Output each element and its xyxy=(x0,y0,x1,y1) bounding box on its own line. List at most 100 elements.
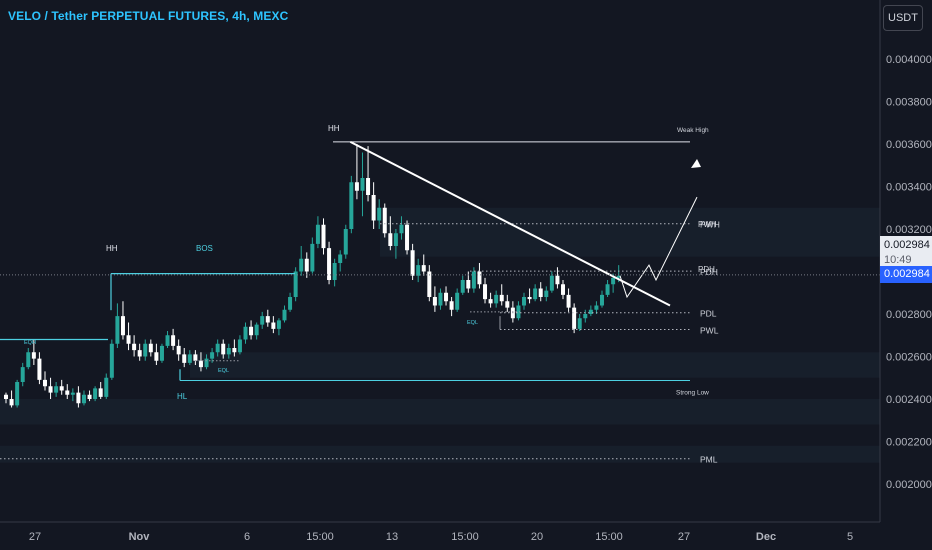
candle-body xyxy=(516,305,521,319)
candle-body xyxy=(70,392,75,395)
candle-body xyxy=(599,294,604,306)
candle-body xyxy=(226,348,231,355)
candles-layer xyxy=(4,144,621,408)
candle-body xyxy=(98,388,103,397)
candle-body xyxy=(377,207,382,221)
y-tick-label: 0.002400 xyxy=(886,394,932,406)
candle-body xyxy=(243,326,248,340)
candle-body xyxy=(505,301,510,308)
candle-body xyxy=(187,354,192,363)
candle-body xyxy=(427,271,432,297)
candle-body xyxy=(249,326,254,336)
candle-body xyxy=(193,354,198,361)
x-tick-label: 13 xyxy=(386,531,398,543)
annotation-label: EQH xyxy=(24,340,36,346)
candle-body xyxy=(366,178,371,195)
candle-body xyxy=(438,292,443,306)
candle-body xyxy=(616,275,621,278)
candle-body xyxy=(198,360,203,368)
currency-button[interactable]: USDT xyxy=(883,5,923,31)
candle-body xyxy=(254,324,259,336)
candle-body xyxy=(109,343,114,378)
candle-body xyxy=(538,288,543,297)
candle-body xyxy=(594,305,599,310)
overlay-layer: Weak High PWH PDH PDL PWL Strong Low PML HH HH BO… xyxy=(0,124,880,465)
candle-body xyxy=(171,335,176,346)
y-tick-label: 0.003200 xyxy=(886,224,932,236)
candle-body xyxy=(354,182,359,191)
candle-body xyxy=(382,207,387,234)
x-tick-label: Dec xyxy=(756,531,776,543)
candle-body xyxy=(522,297,527,306)
candle-body xyxy=(276,320,281,329)
candle-body xyxy=(410,250,415,276)
projection-arrowhead xyxy=(691,159,701,168)
trendline xyxy=(349,140,671,307)
candle-body xyxy=(405,224,410,251)
candle-body xyxy=(299,258,304,272)
candle-body xyxy=(59,386,64,391)
candle-body xyxy=(87,394,92,399)
candle-body xyxy=(588,309,593,314)
candle-body xyxy=(455,292,460,310)
candle-body xyxy=(393,233,398,246)
candle-body xyxy=(566,294,571,308)
candle-body xyxy=(115,316,120,344)
level-label: PDH xyxy=(700,267,718,277)
level-label: Strong Low xyxy=(676,390,709,397)
candle-body xyxy=(483,284,488,300)
candle-body xyxy=(477,271,482,285)
candle-body xyxy=(488,299,493,304)
candle-body xyxy=(315,224,320,244)
x-tick-label: 15:00 xyxy=(451,531,479,543)
candle-body xyxy=(304,258,309,272)
annotation-label: HL xyxy=(177,392,188,401)
candle-body xyxy=(176,345,181,355)
candle-body xyxy=(555,275,560,285)
candle-body xyxy=(271,322,276,329)
y-tick-label: 0.003400 xyxy=(886,182,932,194)
annotation-label: EQL xyxy=(218,368,229,374)
candle-body xyxy=(572,307,577,329)
annotation-label: PWH xyxy=(698,220,717,229)
candle-body xyxy=(332,263,337,280)
candle-body xyxy=(104,377,109,397)
y-tick-label: 0.004000 xyxy=(886,54,932,66)
candle-countdown: 10:49 xyxy=(884,254,912,266)
candle-body xyxy=(282,309,287,321)
x-tick-label: 6 xyxy=(244,531,250,543)
candle-body xyxy=(132,343,137,351)
x-tick-label: 20 xyxy=(531,531,543,543)
projection-path xyxy=(619,196,698,299)
candle-body xyxy=(432,297,437,306)
y-tick-label: 0.002800 xyxy=(886,309,932,321)
candle-body xyxy=(349,182,354,229)
x-tick-label: Nov xyxy=(129,531,151,543)
candle-body xyxy=(399,224,404,234)
candle-body xyxy=(204,358,209,368)
candle-body xyxy=(421,265,426,272)
candle-body xyxy=(232,348,237,353)
candle-body xyxy=(544,290,549,297)
candle-body xyxy=(37,358,42,380)
x-tick-label: 15:00 xyxy=(306,531,334,543)
level-label: PDL xyxy=(700,309,717,319)
x-tick-label: 15:00 xyxy=(595,531,623,543)
candle-body xyxy=(137,350,142,357)
candle-body xyxy=(120,316,125,336)
candle-body xyxy=(4,394,8,399)
candle-body xyxy=(65,390,70,395)
candle-body xyxy=(93,388,98,399)
candle-body xyxy=(549,275,554,291)
candle-body xyxy=(533,288,538,300)
candle-body xyxy=(182,354,187,363)
candle-body xyxy=(210,352,215,359)
candle-body xyxy=(527,297,532,300)
candle-body xyxy=(360,178,365,191)
current-price-value: 0.002984 xyxy=(884,239,930,251)
chart-title: VELO / Tether PERPETUAL FUTURES, 4h, MEX… xyxy=(8,9,289,23)
candle-body xyxy=(215,343,220,353)
candle-body xyxy=(265,316,270,323)
y-tick-label: 0.002000 xyxy=(886,479,932,491)
